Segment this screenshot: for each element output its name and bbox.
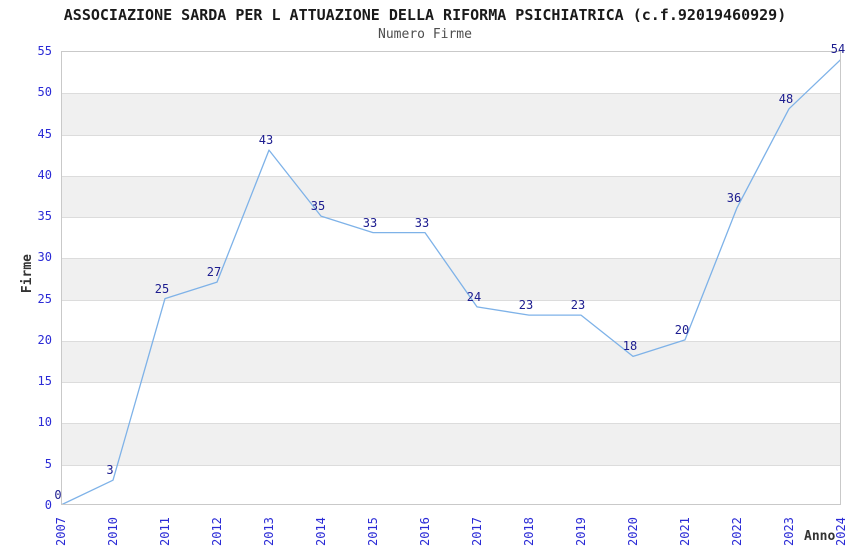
y-tick-label: 0: [44, 498, 52, 512]
data-point-label: 33: [414, 215, 430, 230]
grid-line: [62, 464, 840, 466]
y-tick-label: 5: [44, 456, 52, 471]
x-tick-label: 2015: [366, 517, 380, 546]
data-point-label: 23: [570, 298, 586, 313]
data-point-label: 48: [778, 91, 794, 106]
x-tick-label: 2018: [522, 517, 536, 546]
x-tick-label: 2017: [470, 517, 484, 546]
data-point-label: 36: [726, 190, 742, 205]
x-tick-label: 2012: [210, 517, 224, 546]
data-point-label: 20: [674, 322, 690, 337]
grid-line: [62, 175, 840, 177]
x-tick-label: 2011: [158, 517, 172, 546]
data-point-label: 25: [154, 281, 170, 296]
data-point-label: 23: [518, 298, 534, 313]
data-point-label: 54: [830, 42, 846, 57]
x-tick-label: 2022: [730, 517, 744, 546]
x-tick-label: 2016: [418, 517, 432, 546]
x-axis-title: Anno: [804, 529, 836, 544]
chart-title: ASSOCIAZIONE SARDA PER L ATTUAZIONE DELL…: [63, 6, 787, 24]
y-tick-label: 40: [37, 167, 52, 182]
x-tick-label: 2024: [834, 517, 848, 546]
y-tick-label: 55: [37, 44, 52, 58]
grid-line: [62, 382, 840, 384]
grid-line: [62, 423, 840, 425]
grid-line: [62, 258, 840, 260]
data-point-label: 33: [362, 215, 378, 230]
y-tick-label: 45: [37, 126, 52, 141]
grid-line: [62, 340, 840, 342]
x-tick-label: 2007: [54, 517, 68, 546]
y-tick-label: 30: [37, 250, 52, 265]
grid-line: [62, 299, 840, 301]
x-tick-label: 2019: [574, 517, 588, 546]
grid-line: [62, 217, 840, 219]
x-tick-label: 2021: [678, 517, 692, 546]
x-tick-label: 2020: [626, 517, 640, 546]
x-tick-label: 2023: [782, 517, 796, 546]
data-point-label: 0: [54, 488, 62, 502]
data-point-label: 27: [206, 265, 222, 280]
data-point-label: 35: [310, 199, 326, 214]
y-axis-title: Firme: [20, 254, 35, 294]
y-tick-label: 20: [37, 332, 52, 347]
data-point-label: 43: [258, 133, 274, 148]
plot-band: [62, 423, 840, 465]
plot-band: [62, 340, 840, 383]
chart-subtitle: Numero Firme: [378, 27, 472, 42]
y-tick-label: 10: [37, 415, 52, 430]
y-tick-label: 25: [37, 291, 52, 306]
x-tick-label: 2013: [262, 517, 276, 546]
plot-band: [62, 93, 840, 135]
x-tick-label: 2010: [106, 517, 120, 546]
data-point-label: 18: [622, 339, 638, 354]
y-tick-label: 50: [37, 85, 52, 100]
data-point-label: 3: [106, 463, 114, 478]
y-tick-label: 15: [37, 374, 52, 389]
grid-line: [62, 93, 840, 95]
grid-line: [62, 134, 840, 136]
y-tick-label: 35: [37, 209, 52, 224]
x-tick-label: 2014: [314, 517, 328, 546]
plot-area: [61, 51, 841, 505]
data-point-label: 24: [466, 289, 482, 304]
